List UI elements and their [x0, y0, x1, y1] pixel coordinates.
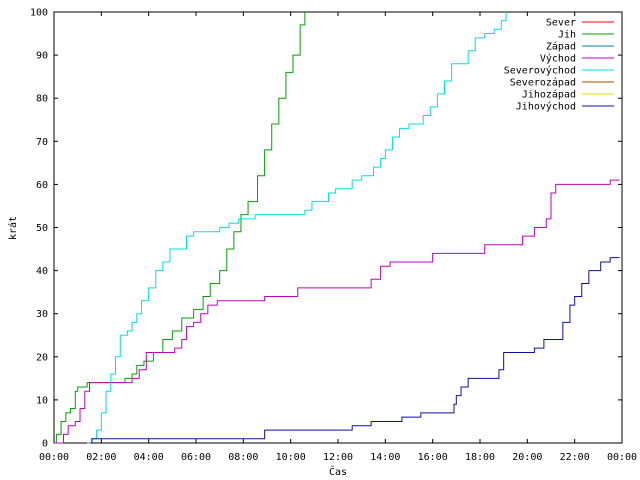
legend-label: Východ: [540, 53, 576, 65]
series-line: [89, 257, 620, 444]
y-tick-label: 40: [36, 266, 48, 277]
legend-label: Západ: [546, 41, 576, 53]
y-tick-label: 30: [36, 309, 48, 320]
x-tick-label: 00:00: [39, 452, 69, 463]
x-tick-label: 14:00: [370, 452, 400, 463]
y-tick-label: 100: [30, 8, 48, 19]
x-axis-label: Čas: [329, 465, 347, 478]
legend-label: Jih: [558, 30, 576, 41]
x-tick-label: 02:00: [86, 452, 116, 463]
x-axis: 00:00 02:00 04:00 06:00 08:00 10:00 12:00 14:00…: [39, 12, 637, 463]
x-tick-label: 06:00: [181, 452, 211, 463]
y-tick-label: 50: [36, 223, 48, 234]
x-tick-label: 16:00: [418, 452, 448, 463]
legend: SeverJihZápadVýchodSeverovýchodSeverozáp…: [504, 18, 614, 113]
y-tick-label: 70: [36, 137, 48, 148]
legend-label: Severovýchod: [504, 65, 576, 77]
y-axis-label: krát: [7, 216, 19, 240]
y-tick-label: 10: [36, 395, 48, 406]
legend-label: Jihozápad: [522, 89, 576, 101]
series-line: [54, 179, 620, 444]
x-tick-label: 00:00: [607, 452, 637, 463]
series-line: [54, 12, 306, 444]
x-tick-label: 04:00: [134, 452, 164, 463]
x-tick-label: 10:00: [276, 452, 306, 463]
x-tick-label: 20:00: [512, 452, 542, 463]
x-tick-label: 22:00: [560, 452, 590, 463]
series-line: [87, 12, 507, 444]
y-axis: 0 10 20 30 40 50 60 70 80 90 100: [30, 8, 622, 450]
y-tick-label: 80: [36, 94, 48, 105]
y-tick-label: 60: [36, 180, 48, 191]
series-lines: [54, 12, 620, 444]
y-tick-label: 0: [42, 439, 48, 450]
y-tick-label: 20: [36, 352, 48, 363]
x-tick-label: 18:00: [465, 452, 495, 463]
legend-label: Severozápad: [510, 77, 576, 89]
legend-label: Jihovýchod: [516, 101, 576, 113]
legend-label: Sever: [546, 18, 576, 29]
y-tick-label: 90: [36, 51, 48, 62]
x-tick-label: 12:00: [323, 452, 353, 463]
x-tick-label: 08:00: [228, 452, 258, 463]
